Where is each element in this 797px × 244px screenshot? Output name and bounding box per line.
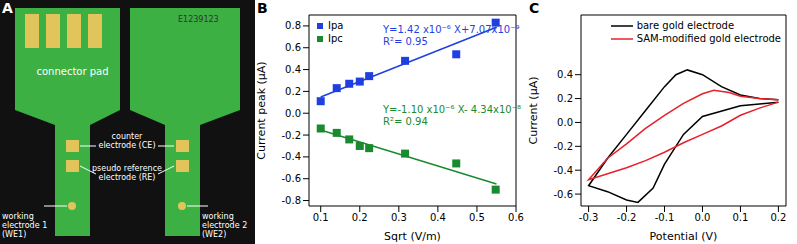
html-text:working electrode 1 (WE1): working electrode 1 (WE1) bbox=[2, 212, 48, 239]
html-text:C: C bbox=[529, 0, 540, 16]
html-text:Ipa: Ipa bbox=[328, 20, 344, 31]
html-text:R²= 0.94: R²= 0.94 bbox=[383, 116, 428, 127]
svg-text:0.1: 0.1 bbox=[732, 212, 748, 223]
svg-text:0.2: 0.2 bbox=[557, 93, 573, 104]
html-text:SAM-modified gold electrode: SAM-modified gold electrode bbox=[636, 33, 781, 44]
svg-text:0.0: 0.0 bbox=[557, 117, 573, 128]
html-text:pseudo reference electrode (RE: pseudo reference electrode (RE) bbox=[92, 164, 162, 182]
svg-text:-0.4: -0.4 bbox=[281, 151, 301, 162]
svg-text:0.2: 0.2 bbox=[285, 86, 301, 97]
html-text:counter electrode (CE): counter electrode (CE) bbox=[98, 132, 156, 150]
html-text:Y=-1.10 x10⁻⁶ X- 4.34x10⁻⁸: Y=-1.10 x10⁻⁶ X- 4.34x10⁻⁸ bbox=[383, 104, 521, 115]
svg-text:-0.4: -0.4 bbox=[553, 165, 573, 176]
svg-text:E1239123: E1239123 bbox=[178, 15, 219, 24]
html-text:R²= 0.95: R²= 0.95 bbox=[383, 36, 428, 47]
svg-text:0.3: 0.3 bbox=[391, 212, 407, 223]
html-text:working electrode 2 (WE2): working electrode 2 (WE2) bbox=[202, 212, 248, 239]
svg-text:0.0: 0.0 bbox=[695, 212, 711, 223]
svg-text:0.2: 0.2 bbox=[770, 212, 786, 223]
svg-text:-0.2: -0.2 bbox=[617, 212, 637, 223]
html-text:B: B bbox=[257, 0, 268, 16]
svg-text:-0.2: -0.2 bbox=[553, 141, 573, 152]
svg-text:0.4: 0.4 bbox=[285, 64, 301, 75]
svg-text:Current (µA): Current (µA) bbox=[527, 77, 540, 145]
svg-text:0.0: 0.0 bbox=[285, 108, 301, 119]
svg-text:-0.1: -0.1 bbox=[655, 212, 675, 223]
svg-text:-0.6: -0.6 bbox=[281, 173, 301, 184]
html-text:A: A bbox=[2, 0, 13, 16]
svg-text:0.2: 0.2 bbox=[352, 212, 368, 223]
svg-text:0.8: 0.8 bbox=[285, 20, 301, 31]
svg-text:0.5: 0.5 bbox=[469, 212, 485, 223]
svg-text:-0.6: -0.6 bbox=[553, 189, 573, 200]
svg-text:Current peak (µA): Current peak (µA) bbox=[255, 61, 268, 159]
svg-text:0.6: 0.6 bbox=[508, 212, 524, 223]
svg-text:-0.2: -0.2 bbox=[281, 130, 301, 141]
html-text:Y=1.42 x10⁻⁶ X+7.07x10⁻⁹: Y=1.42 x10⁻⁶ X+7.07x10⁻⁹ bbox=[383, 24, 520, 35]
svg-text:Potential (V): Potential (V) bbox=[650, 230, 718, 243]
svg-text:-0.8: -0.8 bbox=[281, 195, 301, 206]
svg-text:0.4: 0.4 bbox=[557, 69, 573, 80]
html-text:bare gold electrode: bare gold electrode bbox=[636, 20, 735, 31]
svg-text:0.6: 0.6 bbox=[285, 42, 301, 53]
svg-text:-0.3: -0.3 bbox=[579, 212, 599, 223]
html-text:connector pad: connector pad bbox=[36, 66, 109, 77]
svg-text:Sqrt (V/m): Sqrt (V/m) bbox=[384, 230, 441, 243]
html-text:Ipc: Ipc bbox=[328, 33, 343, 44]
svg-text:0.1: 0.1 bbox=[313, 212, 329, 223]
svg-text:0.4: 0.4 bbox=[430, 212, 446, 223]
